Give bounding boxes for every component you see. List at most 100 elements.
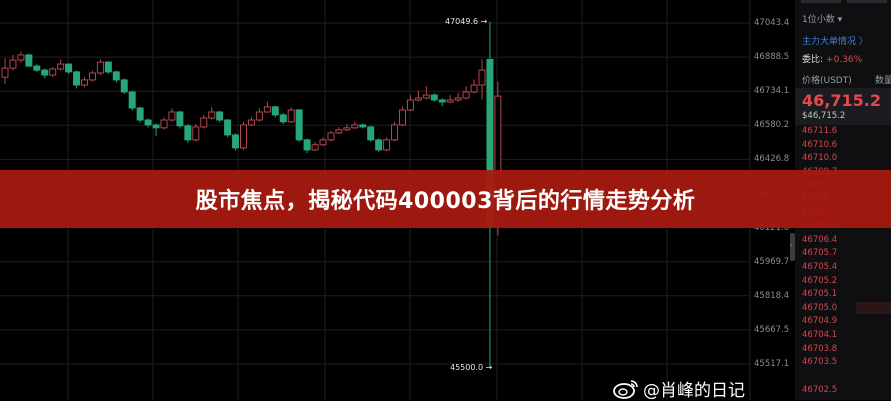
candle-up — [454, 97, 462, 101]
candle-up — [200, 117, 208, 128]
candle-down — [216, 111, 224, 121]
toolbar-button[interactable] — [847, 0, 887, 3]
candle-down — [41, 69, 49, 76]
candle-down — [152, 124, 160, 129]
candle-up — [470, 84, 478, 93]
big-orders-link[interactable]: 主力大单情况 〉 — [802, 37, 868, 47]
candle-up — [1, 67, 9, 78]
high-price-label: 47049.6 → — [445, 17, 488, 26]
ask-row[interactable]: 46710.0 — [802, 153, 838, 164]
candle-up — [96, 61, 104, 74]
candle-up — [160, 119, 168, 129]
candle-up — [192, 126, 200, 141]
headline-title: 股市焦点，揭秘代码400003背后的行情走势分析 — [195, 189, 696, 214]
candle-up — [247, 119, 255, 126]
candle-up — [391, 124, 399, 141]
candle-up — [422, 94, 430, 99]
candle-up — [446, 99, 454, 103]
candle-down — [128, 91, 136, 109]
y-tick-label: 46734.1 — [754, 86, 790, 97]
ask-row[interactable]: 46705.7 — [802, 248, 838, 259]
candle-up — [383, 139, 391, 151]
y-tick-label: 45517.1 — [754, 359, 790, 369]
chevron-right-icon: › — [790, 242, 793, 249]
candle-up — [49, 68, 57, 76]
watermark-text: @肖峰的日记 — [643, 381, 745, 401]
toolbar-button[interactable] — [801, 0, 841, 3]
y-tick-label: 45969.7 — [754, 256, 790, 267]
candle-down — [232, 134, 240, 149]
ask-row[interactable]: 46710.6 — [802, 139, 838, 150]
candle-down — [112, 71, 120, 81]
candle-down — [279, 114, 287, 123]
candle-down — [430, 94, 438, 101]
quantity-column-header: 数量 — [875, 76, 891, 86]
candle-up — [208, 111, 216, 119]
candle-up — [414, 97, 422, 101]
candle-up — [255, 111, 263, 121]
ask-row[interactable]: 46704.1 — [802, 330, 838, 340]
ask-row[interactable]: 46706.4 — [802, 234, 838, 245]
last-price-usd: $46,715.2 — [802, 111, 846, 121]
candle-down — [176, 111, 184, 127]
high-price-value: 47049.6 — [445, 17, 479, 26]
decimals-select[interactable]: 1位小数 ▾ — [802, 15, 843, 25]
candle-up — [311, 144, 319, 151]
panel-collapse-handle[interactable]: › — [790, 233, 795, 261]
y-tick-label: 45667.5 — [754, 324, 790, 335]
candle-down — [224, 119, 232, 136]
candle-up — [406, 99, 414, 111]
y-tick-label: 46580.2 — [754, 120, 790, 131]
y-tick-label: 46426.8 — [754, 154, 790, 165]
weibo-icon — [613, 379, 638, 399]
depth-bar — [856, 302, 891, 314]
candle-down — [367, 126, 375, 141]
ratio-value: +0.36% — [826, 55, 863, 65]
y-tick-label: 45818.4 — [754, 290, 790, 301]
candle-up — [168, 111, 176, 121]
watermark: @肖峰的日记 — [612, 376, 745, 401]
candle-down — [295, 109, 303, 141]
y-tick-label: 47043.4 — [754, 18, 790, 28]
y-tick-label: 46888.5 — [754, 52, 790, 63]
candle-up — [462, 91, 470, 99]
candle-up — [351, 124, 359, 129]
ask-row[interactable]: 46705.0 — [802, 302, 838, 313]
candle-down — [33, 65, 41, 71]
ask-row[interactable]: 46704.9 — [802, 316, 838, 327]
bid-ask-ratio: 委比: +0.36% — [802, 52, 862, 65]
candle-up — [240, 124, 247, 149]
candle-down — [25, 54, 33, 67]
candle-up — [17, 54, 25, 61]
last-price: 46,715.2 — [802, 91, 881, 110]
low-price-value: 45500.0 — [450, 363, 484, 372]
last-price-panel: 46,715.2 $46,715.2 — [795, 88, 891, 125]
candle-down — [271, 106, 279, 116]
ask-row[interactable]: 46711.6 — [802, 126, 838, 136]
candle-down — [73, 71, 81, 86]
ratio-label: 委比: — [802, 55, 824, 65]
candle-down — [104, 61, 112, 73]
low-price-label: 45500.0 → — [450, 363, 493, 372]
candle-down — [359, 124, 367, 128]
ask-row[interactable]: 46705.1 — [802, 289, 838, 300]
candle-up — [319, 139, 327, 146]
candle-down — [136, 107, 144, 121]
candle-down — [375, 139, 383, 151]
candle-up — [287, 109, 295, 123]
candle-up — [335, 129, 343, 134]
ask-row[interactable]: 46703.8 — [802, 343, 838, 354]
candle-up — [88, 72, 96, 81]
ask-row[interactable]: 46705.2 — [802, 275, 838, 286]
ask-row[interactable]: 46702.5 — [802, 385, 838, 395]
candle-down — [184, 125, 192, 141]
candle-down — [438, 99, 446, 103]
candle-down — [303, 139, 311, 151]
candle-up — [263, 106, 271, 113]
ask-row[interactable]: 46703.5 — [802, 357, 838, 368]
candle-down — [144, 119, 152, 126]
candle-down — [65, 63, 73, 73]
candle-up — [399, 109, 406, 126]
candle-up — [343, 127, 351, 131]
ask-row[interactable]: 46705.4 — [802, 262, 838, 272]
